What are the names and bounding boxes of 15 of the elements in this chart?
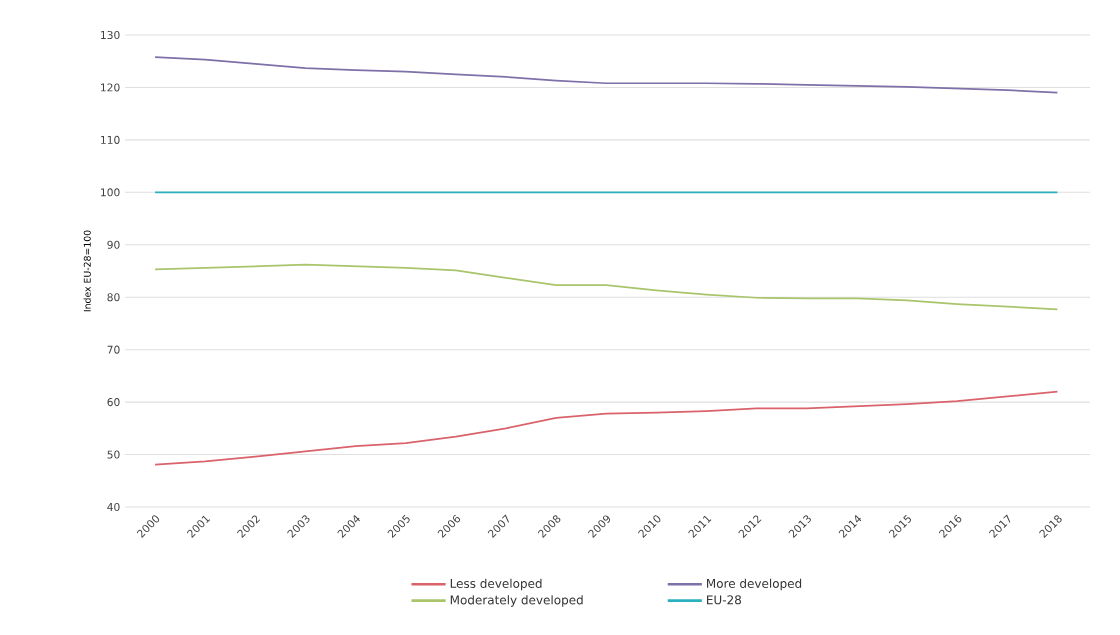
y-tick-label: 80	[107, 293, 120, 302]
legend-label: Less developed	[450, 578, 542, 591]
y-tick-label: 60	[107, 398, 120, 407]
y-tick-label: 90	[107, 240, 120, 249]
legend-label: Moderately developed	[450, 595, 583, 607]
y-tick-label: 110	[101, 135, 120, 144]
y-tick-label: 70	[107, 345, 120, 354]
y-tick-label: 120	[101, 83, 120, 92]
y-tick-label: 100	[101, 188, 120, 197]
y-axis-title: Index EU-28=100	[83, 230, 91, 312]
legend-label: EU-28	[707, 595, 742, 605]
y-tick-label: 130	[101, 30, 120, 40]
y-tick-label: 50	[107, 450, 120, 459]
legend-label: More developed	[707, 578, 802, 591]
y-tick-label: 40	[107, 502, 120, 512]
